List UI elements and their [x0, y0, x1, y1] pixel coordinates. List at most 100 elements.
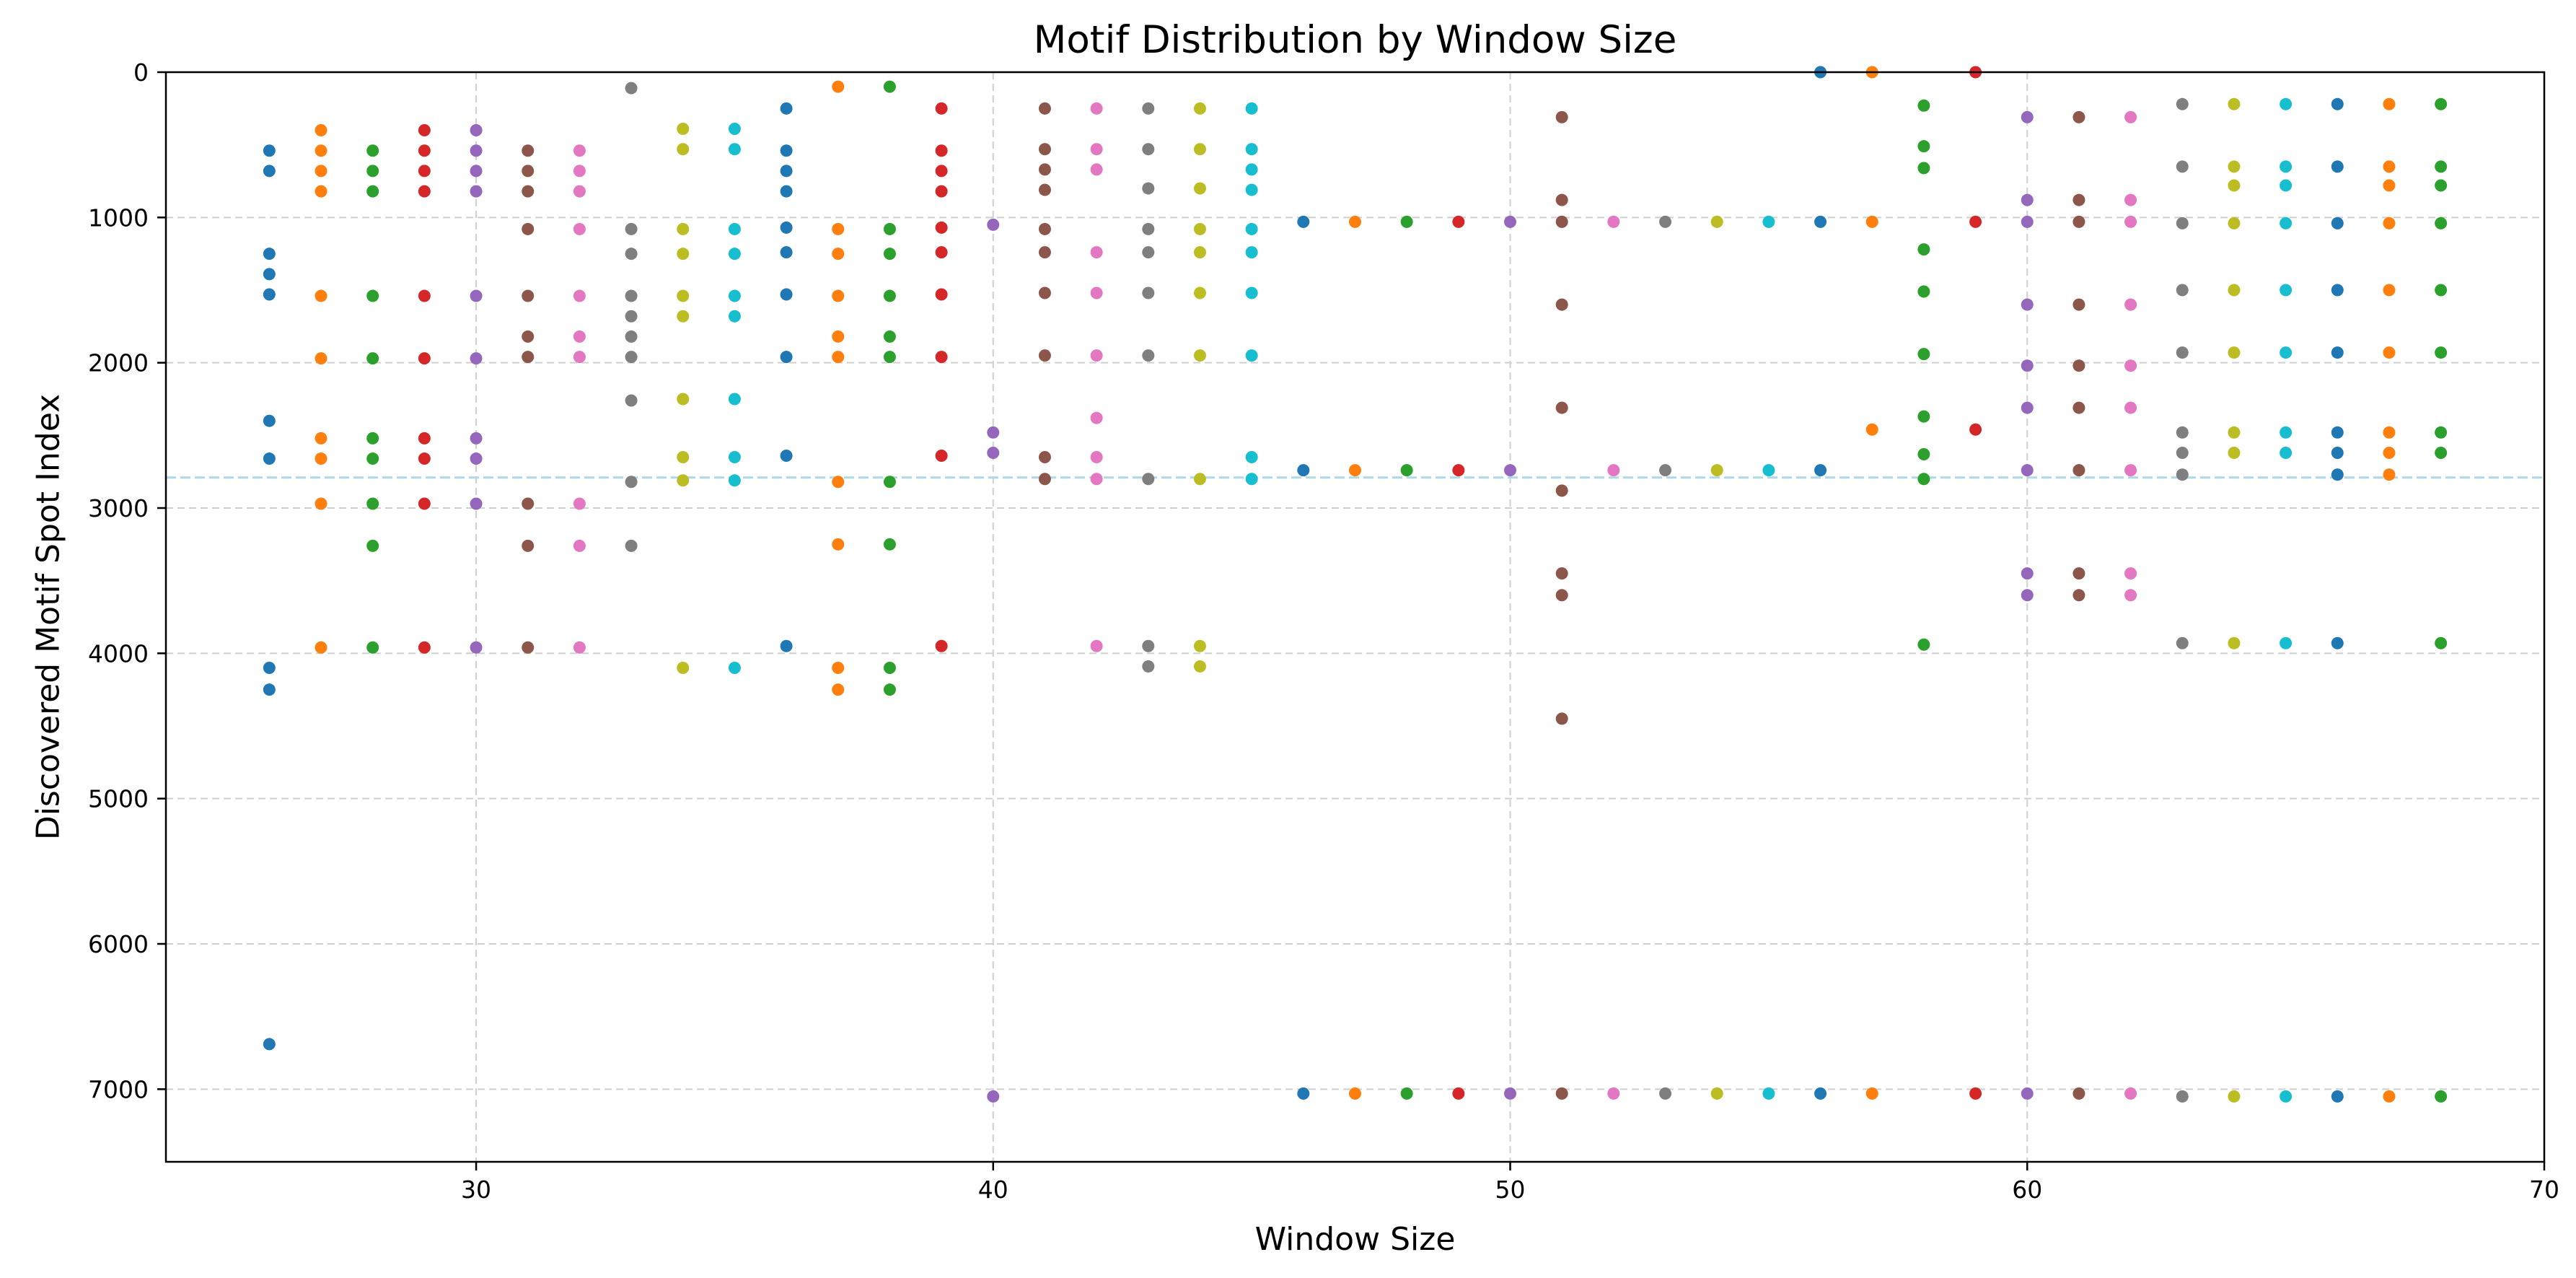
data-point [2124, 359, 2137, 372]
data-point [883, 80, 896, 93]
data-point [418, 641, 431, 654]
data-point [2072, 298, 2085, 311]
data-point [883, 248, 896, 261]
data-point [1349, 1087, 1361, 1100]
data-point [2280, 636, 2293, 649]
data-point [728, 222, 741, 235]
data-point [522, 330, 535, 343]
data-point [728, 289, 741, 302]
y-tick-label: 4000 [88, 639, 149, 668]
data-point [883, 476, 896, 489]
data-point [1917, 638, 1930, 651]
data-point [2021, 215, 2034, 228]
data-point [2124, 193, 2137, 206]
data-point [2280, 179, 2293, 192]
data-point [677, 451, 690, 464]
data-point [1607, 215, 1620, 228]
data-point [1297, 215, 1310, 228]
data-point [2331, 160, 2344, 173]
data-point [2435, 446, 2448, 459]
data-point [1555, 712, 1568, 725]
data-point [780, 288, 793, 301]
data-point [728, 123, 741, 136]
data-point [1659, 464, 1672, 477]
data-point [470, 641, 483, 654]
data-point [832, 330, 845, 343]
data-point [522, 185, 535, 198]
data-point [780, 221, 793, 234]
data-point [883, 289, 896, 302]
data-point [832, 289, 845, 302]
data-point [470, 289, 483, 302]
data-point [625, 394, 638, 407]
data-point [2072, 589, 2085, 602]
data-point [2021, 464, 2034, 477]
data-point [2228, 1090, 2241, 1103]
data-point [1969, 1087, 1982, 1100]
data-point [987, 426, 1000, 439]
data-point [2176, 636, 2189, 649]
data-point [1245, 183, 1258, 196]
data-point [1142, 473, 1155, 486]
data-point [2228, 97, 2241, 110]
data-point [1142, 143, 1155, 156]
data-point [2228, 179, 2241, 192]
data-point [1193, 286, 1206, 299]
data-point [2176, 446, 2189, 459]
data-point [1090, 102, 1103, 115]
data-point [2435, 97, 2448, 110]
x-tick-label: 60 [2012, 1176, 2042, 1204]
data-point [728, 310, 741, 323]
data-point [315, 452, 328, 465]
data-point [987, 1090, 1000, 1103]
y-axis-ticks: 0 1000 2000 3000 4000 5000 6000 7000 [88, 58, 166, 1103]
data-point [2124, 567, 2137, 580]
data-point [2072, 464, 2085, 477]
data-point [1090, 286, 1103, 299]
data-point [2383, 346, 2396, 359]
data-point [263, 288, 276, 301]
data-point [625, 222, 638, 235]
data-point [1762, 464, 1775, 477]
data-point [1814, 215, 1827, 228]
data-point [728, 143, 741, 156]
x-axis-title: Window Size [1255, 1221, 1456, 1258]
data-point [573, 165, 586, 178]
data-point [1400, 215, 1413, 228]
x-axis-ticks: 30 40 50 60 70 [461, 1162, 2559, 1204]
data-point [1297, 1087, 1310, 1100]
data-point [2383, 179, 2396, 192]
data-point [935, 351, 948, 364]
data-point [1555, 589, 1568, 602]
data-point [1038, 183, 1051, 196]
data-point [1142, 102, 1155, 115]
data-point [522, 289, 535, 302]
data-point [2021, 193, 2034, 206]
data-point [1917, 285, 1930, 298]
data-point [573, 330, 586, 343]
data-point [315, 497, 328, 510]
data-point [1607, 1087, 1620, 1100]
data-point [2124, 1087, 2137, 1100]
data-point [832, 351, 845, 364]
data-point [625, 82, 638, 95]
x-tick-label: 30 [461, 1176, 491, 1204]
data-point [1555, 1087, 1568, 1100]
data-point [263, 144, 276, 157]
data-point [2124, 298, 2137, 311]
data-point [2124, 110, 2137, 123]
data-point [1142, 182, 1155, 195]
data-point [1090, 473, 1103, 486]
data-point [2021, 589, 2034, 602]
data-point [1038, 349, 1051, 362]
data-point [883, 683, 896, 696]
data-point [625, 310, 638, 323]
data-point [1555, 401, 1568, 414]
data-point [1038, 222, 1051, 235]
data-point [677, 248, 690, 261]
data-point [1400, 464, 1413, 477]
y-tick-label: 3000 [88, 494, 149, 522]
data-point [1142, 660, 1155, 673]
data-point [987, 218, 1000, 231]
